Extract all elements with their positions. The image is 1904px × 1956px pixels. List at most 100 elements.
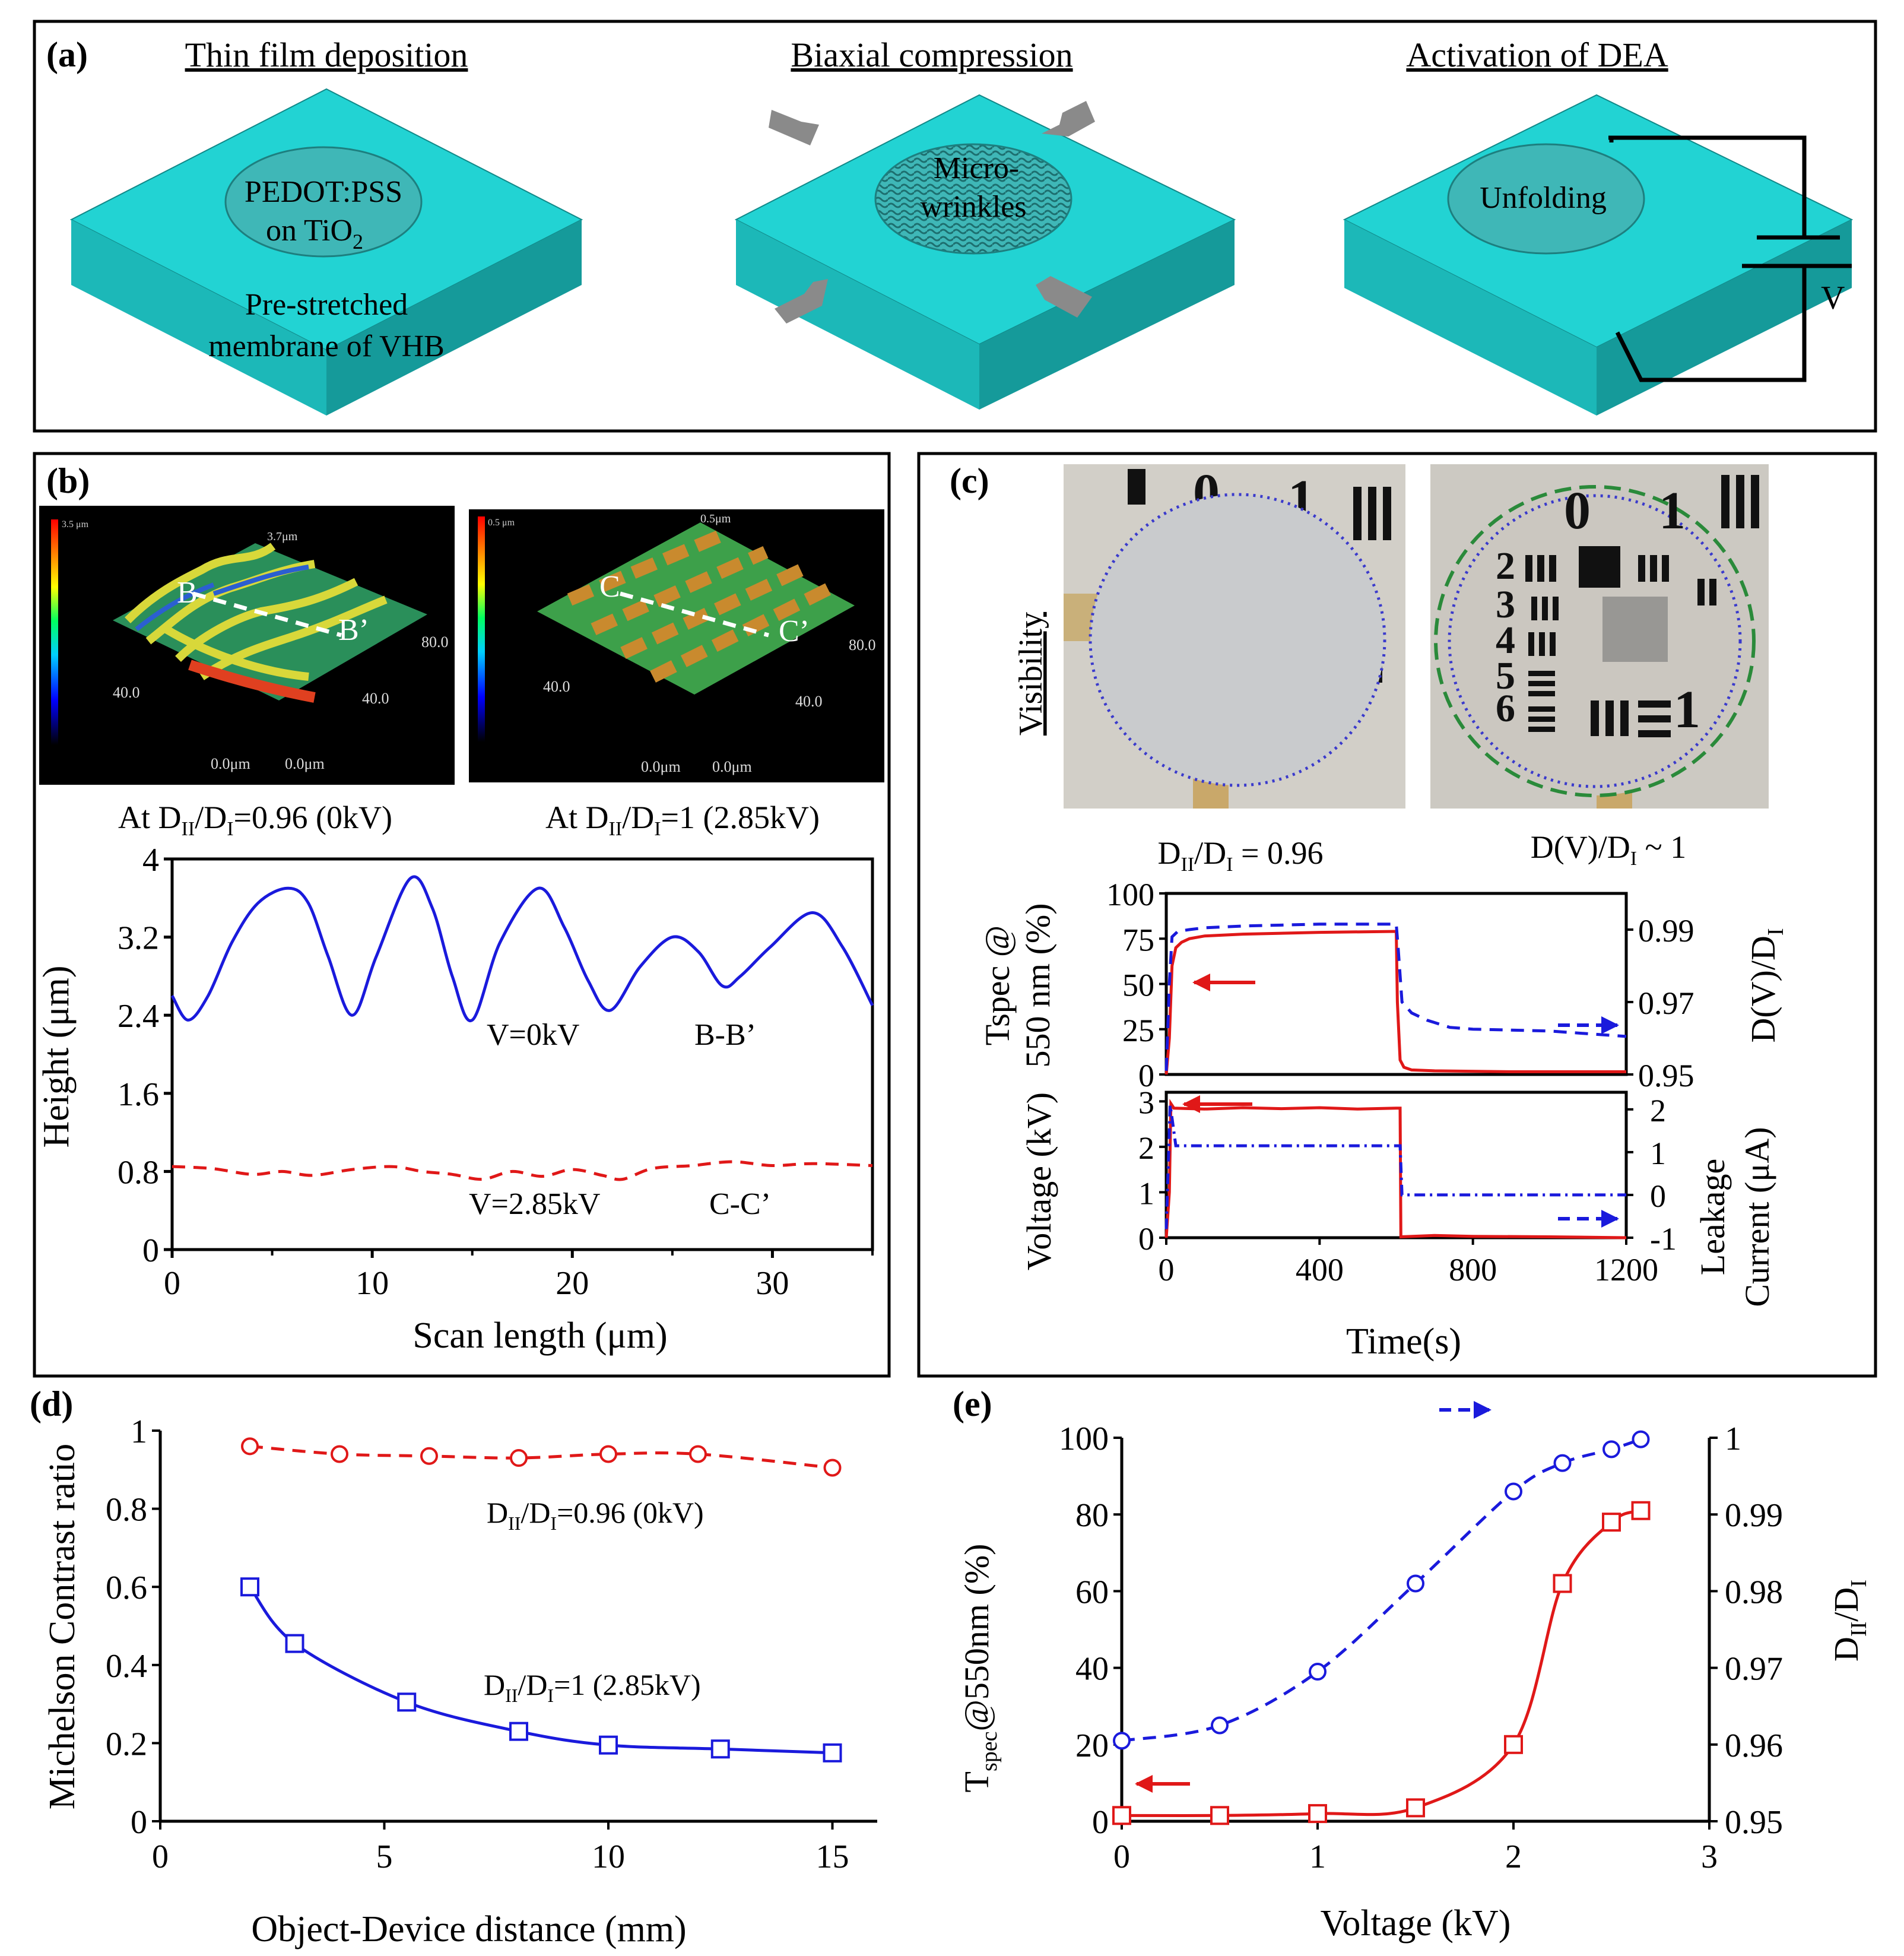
afm-right-c: C: [599, 570, 620, 604]
x-tick-label: 30: [756, 1265, 789, 1302]
y-left-tick-label: 1: [1138, 1175, 1154, 1211]
title-biaxial: Biaxial compression: [791, 36, 1072, 74]
svg-text:40.0: 40.0: [543, 678, 570, 695]
x-axis-label: Object-Device distance (mm): [251, 1909, 686, 1949]
svg-text:5: 5: [1496, 654, 1515, 698]
cc-series-v-label: V=2.85kV: [469, 1187, 600, 1221]
dii-point-0: [1113, 1732, 1131, 1750]
visibility-label: Visibility: [1013, 612, 1049, 736]
y-tick-label: 0: [131, 1804, 147, 1841]
tspec-point-6: [1602, 1513, 1621, 1532]
d-red-label: DII/DI=0.96 (0kV): [487, 1496, 704, 1534]
svg-text:3.7μm: 3.7μm: [267, 530, 298, 543]
voltage-symbol: V: [1821, 280, 1845, 316]
y-left-tick-label: 80: [1075, 1497, 1109, 1534]
blue-point-3: [509, 1722, 528, 1741]
e-left-ylabel: Tspec@550nm (%): [957, 1544, 1002, 1793]
dii-point-7: [1632, 1430, 1650, 1448]
x-axis-label: Voltage (kV): [1321, 1903, 1511, 1944]
title-activation: Activation of DEA: [1406, 36, 1668, 74]
y-tick-label: 0.4: [106, 1648, 147, 1685]
y-right-tick-label: -1: [1650, 1221, 1677, 1257]
y-right-tick-label: 1: [1725, 1421, 1741, 1457]
y-right-tick-label: 0.99: [1638, 913, 1694, 949]
panel-e-label: (e): [953, 1384, 992, 1424]
dii-point-5: [1553, 1454, 1572, 1472]
x-tick-label: 0: [1159, 1252, 1175, 1288]
x-tick-label: 2: [1505, 1838, 1522, 1875]
afm-image-right: 0.5 μm C C’ 0.5μm 40.0 40.0 80.0 0.0μm 0…: [469, 509, 884, 782]
series-voltage-line: [1164, 1099, 1627, 1239]
y-right-tick-label: 0.95: [1725, 1804, 1783, 1841]
series-dvdi-line: [1164, 922, 1627, 1071]
blue-point-4: [599, 1735, 618, 1755]
svg-text:1: 1: [1659, 481, 1686, 540]
plot-frame: [1164, 1090, 1628, 1239]
x-tick-label: 0: [152, 1838, 169, 1875]
x-axis-label: Scan length (μm): [412, 1315, 667, 1356]
y-right-tick-label: 1: [1650, 1136, 1666, 1171]
svg-text:4: 4: [1496, 619, 1515, 662]
y-tick-label: 4: [142, 842, 159, 879]
tspec-point-3: [1406, 1798, 1425, 1818]
svg-text:3: 3: [1496, 583, 1515, 626]
y-tick-label: 2.4: [118, 998, 159, 1035]
dii-point-1: [1211, 1716, 1229, 1735]
svg-text:6: 6: [1496, 687, 1515, 730]
y-right-label-sub: I: [1763, 928, 1788, 936]
red-point-5: [689, 1445, 707, 1463]
svg-text:0.0μm: 0.0μm: [641, 758, 681, 775]
panel-b: (b) 3.5 μm B B’ 3.7μm 40.0 40.0 80.0 0.0…: [33, 452, 891, 1378]
svg-text:80.0: 80.0: [849, 636, 876, 654]
tspec-point-0: [1112, 1806, 1131, 1825]
x-tick-label: 800: [1449, 1252, 1497, 1288]
blue-point-2: [397, 1692, 417, 1712]
y-left-tick-label: 0: [1092, 1804, 1109, 1841]
y-left-tick-label: 20: [1075, 1727, 1109, 1764]
film-text-2: on TiO2: [266, 214, 363, 253]
red-point-6: [823, 1459, 842, 1477]
blue-point-5: [710, 1739, 730, 1759]
svg-text:40.0: 40.0: [795, 693, 823, 710]
afm-left-caption: At DII/DI=0.96 (0kV): [118, 800, 392, 840]
y-tick-label: 0.8: [106, 1492, 147, 1529]
wrinkle-text-1: Micro-: [934, 151, 1019, 185]
x-tick-label: 3: [1701, 1838, 1718, 1875]
panel-e: (e) 0 20 40 60 80 100 0.95 0.96 0.97 0.98 0.99 1 0 1 2…: [953, 1384, 1871, 1944]
afm-right-caption: At DII/DI=1 (2.85kV): [545, 800, 820, 840]
svg-text:2: 2: [1496, 544, 1515, 588]
afm-right-cprime: C’: [779, 614, 810, 648]
series-cc-line: [172, 1160, 873, 1181]
substrate-block-1: PEDOT:PSS on TiO2 Pre-stretched membrane…: [69, 88, 583, 416]
tspec-point-4: [1504, 1735, 1523, 1754]
svg-text:40.0: 40.0: [362, 690, 389, 707]
y-left-tick-label: 2: [1138, 1130, 1154, 1166]
y-tick-label: 0.2: [106, 1726, 147, 1762]
chart-c-transmittance: 0 25 50 75 100 0.95 0.97 0.99 Tspec @550 nm (%) D…: [978, 877, 1788, 1093]
y-left-tick-label: 75: [1122, 922, 1154, 958]
caption-right-c: D(V)/DI ~ 1: [1531, 829, 1687, 870]
afm-image-left: 3.5 μm B B’ 3.7μm 40.0 40.0 80.0 0.0μm 0…: [39, 506, 455, 785]
y-right-label: D(V)/DI: [1744, 928, 1788, 1042]
panel-d-label: (d): [30, 1384, 73, 1424]
film-text-1: PEDOT:PSS: [245, 175, 402, 209]
y-axis-label: Height (μm): [36, 965, 77, 1147]
chart-e-voltage: 0 20 40 60 80 100 0.95 0.96 0.97 0.98 0.99 1 0 1 2 3 Vol…: [1059, 1401, 1783, 1944]
svg-text:80.0: 80.0: [421, 633, 449, 651]
panel-a-frame: [33, 20, 1877, 433]
photo-left: 0 1: [1064, 464, 1405, 809]
y-right-tick-label: 0.97: [1725, 1651, 1783, 1688]
x-tick-label: 20: [556, 1265, 589, 1302]
x-tick-label: 10: [592, 1838, 625, 1875]
dii-point-4: [1505, 1482, 1522, 1501]
y-right-tick-label: 2: [1650, 1093, 1666, 1128]
series-bb-line: [170, 875, 874, 1023]
bb-series-name: B-B’: [694, 1018, 756, 1052]
blue-point-6: [823, 1743, 842, 1762]
y-left-label-2: 550 nm (%): [1018, 903, 1057, 1067]
svg-text:1: 1: [1674, 680, 1700, 739]
blue-point-0: [240, 1577, 259, 1597]
bb-series-v-label: V=0kV: [487, 1018, 579, 1052]
panel-c-frame: [917, 452, 1877, 1378]
